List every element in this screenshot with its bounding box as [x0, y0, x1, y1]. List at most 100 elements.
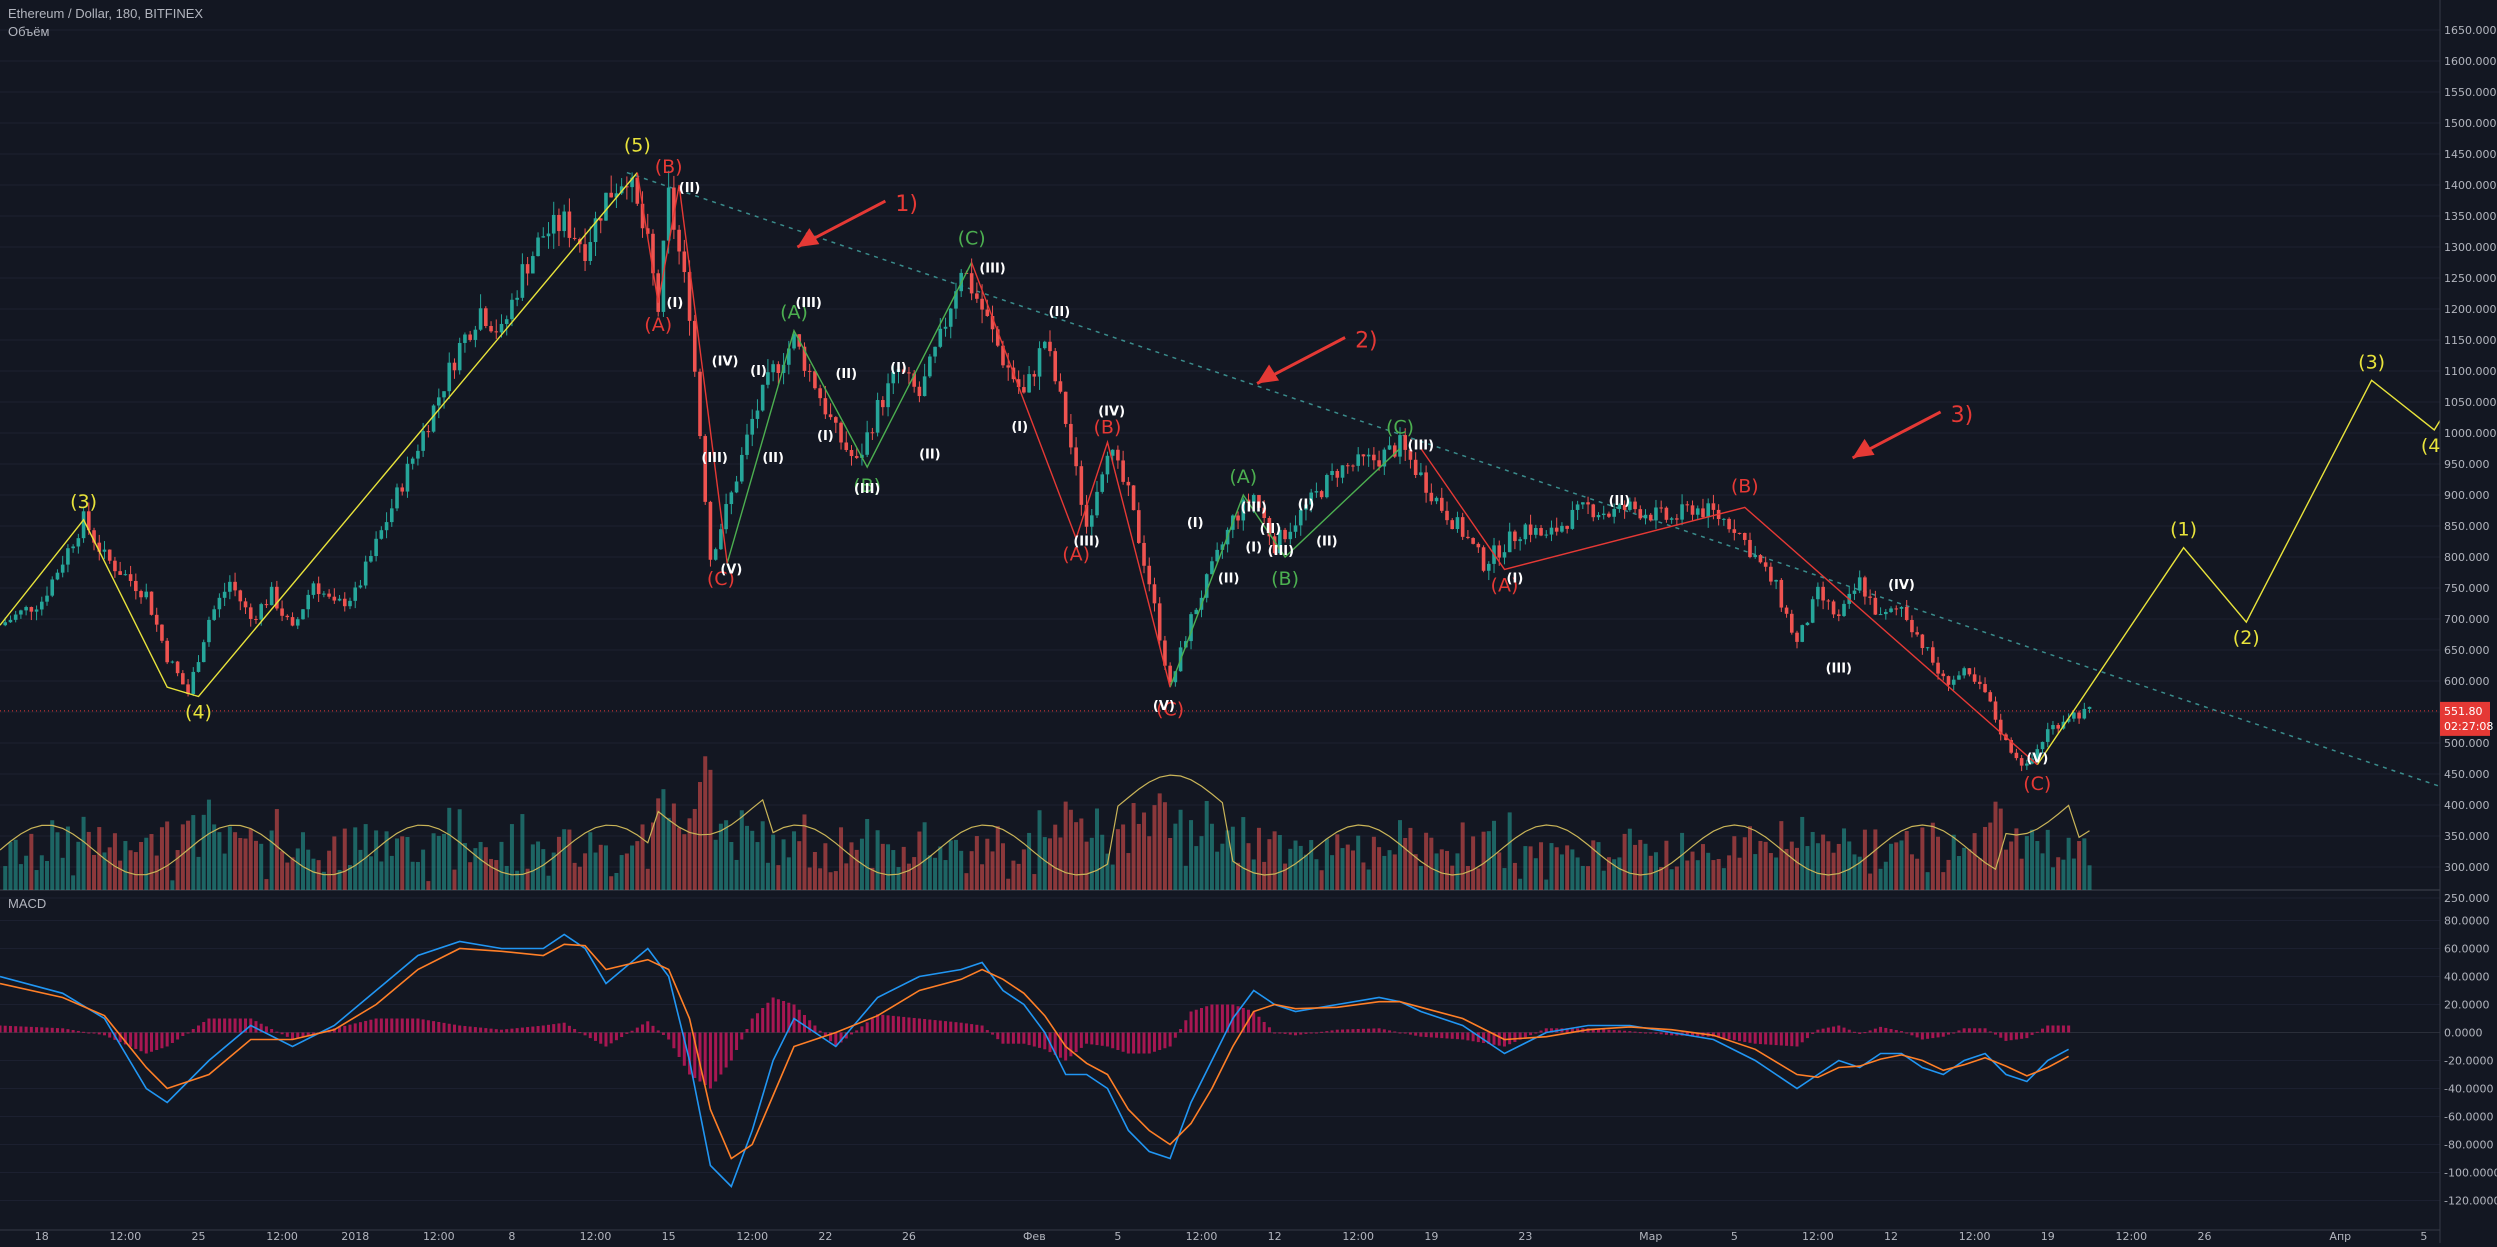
volume-bar: [280, 851, 285, 890]
candle-body: [1079, 466, 1084, 505]
volume-bar: [368, 856, 373, 890]
candle-body: [1978, 681, 1982, 685]
volume-bar: [1680, 832, 1685, 890]
macd-histogram-bar: [1435, 1032, 1439, 1038]
candle-body: [212, 609, 216, 620]
volume-bar: [295, 848, 300, 890]
volume-bar: [1147, 836, 1152, 890]
volume-bar: [478, 841, 483, 890]
candle-body: [849, 449, 854, 457]
macd-histogram-bar: [2035, 1031, 2039, 1033]
candle-body: [1591, 504, 1596, 518]
volume-bar: [1110, 864, 1115, 890]
candle-body: [1434, 497, 1439, 502]
macd-histogram-bar: [311, 1032, 315, 1034]
candle-body: [1695, 508, 1700, 515]
volume-bar: [112, 833, 117, 890]
macd-histogram-bar: [1095, 1032, 1099, 1046]
volume-bar: [1168, 837, 1173, 890]
time-tick-label: 12:00: [580, 1230, 612, 1243]
macd-histogram-bar: [1388, 1030, 1392, 1033]
wave-label: (I): [1011, 420, 1028, 435]
volume-bar: [1037, 810, 1042, 890]
candle-body: [358, 585, 363, 588]
macd-histogram-bar: [1294, 1032, 1298, 1036]
volume-bar: [1659, 867, 1664, 890]
candle-body: [353, 587, 358, 601]
candle-body: [369, 556, 373, 562]
candle-body: [928, 356, 932, 377]
volume-bar: [933, 857, 938, 890]
volume-bar: [421, 849, 426, 890]
candle-body: [1727, 518, 1731, 530]
candle-body: [1654, 507, 1658, 521]
macd-histogram-bar: [829, 1032, 833, 1042]
macd-histogram-bar: [1602, 1029, 1606, 1033]
volume-bar: [201, 814, 206, 890]
volume-bar: [410, 861, 415, 890]
wave-label: (II): [919, 448, 941, 463]
macd-histogram-bar: [1142, 1032, 1146, 1054]
macd-histogram-bar: [176, 1032, 180, 1040]
macd-histogram-bar: [818, 1030, 822, 1033]
candle-body: [1366, 454, 1371, 457]
volume-bar: [8, 841, 13, 890]
volume-bar: [327, 850, 332, 890]
wave-label: (I): [817, 429, 834, 444]
volume-bar: [186, 820, 191, 890]
candle-body: [327, 593, 331, 597]
macd-histogram-bar: [1393, 1031, 1397, 1033]
time-tick-label: 12:00: [1802, 1230, 1834, 1243]
volume-bar: [1397, 820, 1402, 890]
wave-label: (I): [1187, 516, 1204, 531]
volume-bar: [1032, 874, 1037, 890]
macd-histogram-bar: [1210, 1004, 1214, 1033]
volume-bar: [1121, 824, 1126, 890]
candle-body: [1272, 536, 1277, 554]
volume-bar: [39, 855, 44, 890]
macd-tick-label: 80.0000: [2444, 915, 2490, 928]
candle-body: [139, 591, 143, 598]
volume-bar: [483, 847, 488, 890]
volume-bar: [1967, 849, 1972, 890]
macd-tick-label: 60.0000: [2444, 943, 2490, 956]
time-tick-label: 5: [1114, 1230, 1121, 1243]
volume-bar: [1481, 831, 1486, 890]
macd-histogram-bar: [479, 1027, 483, 1033]
green-abc-line-2: [1169, 447, 1401, 688]
macd-histogram-bar: [1826, 1027, 1830, 1033]
macd-histogram-bar: [1356, 1029, 1360, 1033]
volume-bar: [1021, 849, 1026, 890]
candle-body: [233, 581, 237, 591]
volume-bar: [1805, 846, 1810, 890]
volume-bar: [1700, 844, 1705, 890]
volume-bar: [447, 807, 452, 890]
macd-histogram-bar: [1852, 1031, 1856, 1033]
volume-bar: [1936, 836, 1941, 890]
macd-histogram-bar: [682, 1032, 686, 1066]
candle-body: [672, 187, 676, 230]
macd-histogram-bar: [1722, 1032, 1726, 1039]
volume-bar: [880, 843, 885, 890]
volume-bar: [1460, 822, 1465, 890]
macd-histogram-bar: [761, 1008, 765, 1033]
volume-bar: [739, 810, 744, 890]
candle-body: [217, 597, 222, 610]
macd-histogram-bar: [1962, 1028, 1966, 1033]
volume-bar: [1815, 843, 1820, 890]
candle-body: [776, 364, 781, 373]
volume-bar: [29, 833, 34, 890]
candle-body: [269, 586, 274, 606]
volume-bar: [598, 844, 603, 890]
volume-bar: [2009, 841, 2014, 890]
macd-histogram-bar: [1027, 1032, 1031, 1046]
macd-histogram-bar: [991, 1032, 995, 1035]
candle-body: [1638, 509, 1643, 519]
candle-body: [2082, 708, 2087, 719]
volume-bar: [875, 830, 880, 890]
candle-body: [755, 410, 760, 419]
volume-bar: [2066, 837, 2071, 890]
volume-bar: [1262, 861, 1267, 890]
